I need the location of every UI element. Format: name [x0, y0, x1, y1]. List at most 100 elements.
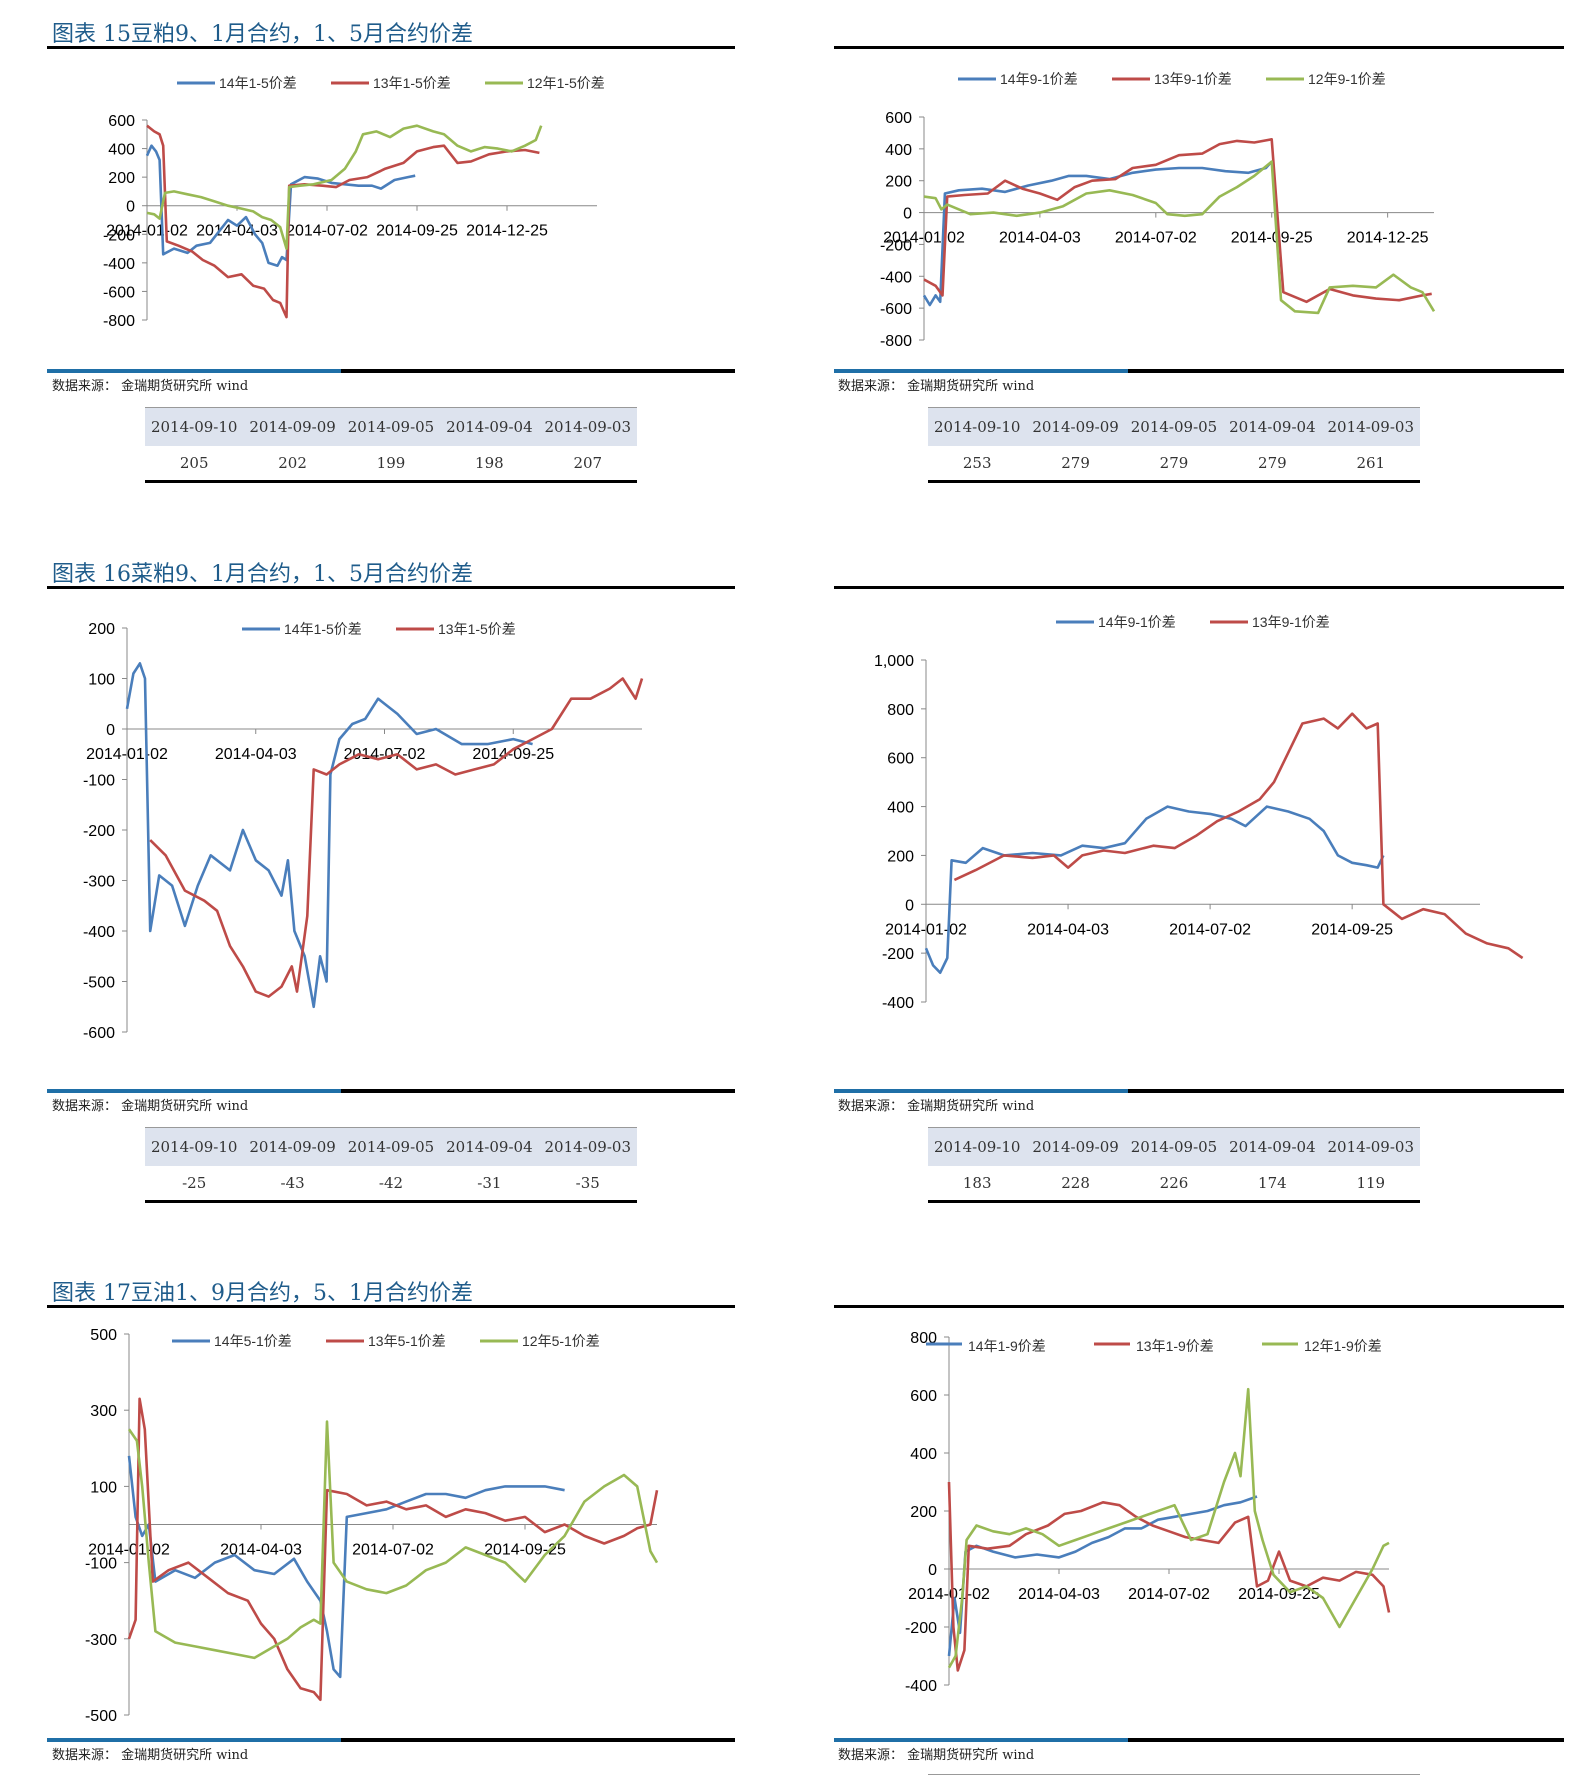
y-tick-label: 0 — [903, 206, 912, 223]
y-tick-label: 300 — [90, 1403, 117, 1420]
legend-label: 12年1-9价差 — [1304, 1338, 1382, 1354]
y-tick-label: 100 — [90, 1479, 117, 1496]
y-tick-label: 0 — [126, 199, 135, 216]
legend-label: 14年9-1价差 — [1000, 71, 1078, 87]
legend-label: 12年1-5价差 — [527, 75, 605, 91]
x-tick-label: 2014-01-02 — [908, 1586, 990, 1603]
table-value: 253 — [962, 454, 992, 472]
legend-label: 14年1-5价差 — [284, 621, 362, 637]
y-tick-label: 800 — [887, 702, 914, 719]
legend-label: 14年1-5价差 — [219, 75, 297, 91]
x-tick-label: 2014-04-03 — [215, 746, 297, 763]
title-rule — [834, 586, 1564, 589]
title-rule — [47, 46, 735, 49]
series-line — [146, 124, 543, 250]
figure-title: 图表 17豆油1、9月合约，5、1月合约价差 — [52, 1281, 473, 1306]
x-tick-label: 2014-04-03 — [1018, 1586, 1100, 1603]
value-table: 2014-09-10 2014-09-09 2014-09-05 2014-09… — [928, 1127, 1420, 1203]
y-tick-label: -200 — [882, 946, 914, 963]
table-value: -31 — [477, 1174, 502, 1192]
legend-label: 13年9-1价差 — [1252, 614, 1330, 630]
y-tick-label: 200 — [108, 170, 135, 187]
y-tick-label: 400 — [910, 1446, 937, 1463]
series-line — [127, 1397, 659, 1702]
value-table: 2014-09-10 2014-09-09 2014-09-05 2014-09… — [145, 1127, 637, 1203]
legend-label: 13年1-9价差 — [1136, 1338, 1214, 1354]
y-tick-label: -500 — [85, 1708, 117, 1725]
series-line — [947, 1481, 1391, 1672]
series-line — [149, 677, 644, 998]
table-date: 2014-09-05 — [1130, 418, 1218, 436]
source-rule — [47, 1089, 735, 1093]
x-tick-label: 2014-12-25 — [1347, 230, 1429, 247]
x-tick-label: 2014-01-02 — [883, 230, 965, 247]
value-table: 2014-09-10 2014-09-09 2014-09-05 2014-09… — [145, 407, 637, 483]
source-rule — [47, 1738, 735, 1742]
legend-label: 13年5-1价差 — [368, 1333, 446, 1349]
table-date: 2014-09-03 — [1327, 418, 1414, 436]
x-tick-label: 2014-04-03 — [999, 230, 1081, 247]
y-tick-label: 0 — [905, 897, 914, 914]
x-tick-label: 2014-09-25 — [1311, 921, 1393, 938]
table-value: -43 — [280, 1174, 305, 1192]
y-tick-label: 600 — [108, 113, 135, 130]
x-tick-label: 2014-07-02 — [1128, 1586, 1210, 1603]
legend-label: 14年1-9价差 — [968, 1338, 1046, 1354]
y-tick-label: -400 — [83, 924, 115, 941]
table-date: 2014-09-10 — [150, 1138, 238, 1156]
y-tick-label: 200 — [910, 1504, 937, 1521]
series-line — [947, 1387, 1390, 1669]
x-tick-label: 2014-09-25 — [472, 746, 554, 763]
y-tick-label: -300 — [85, 1632, 117, 1649]
y-tick-label: -600 — [83, 1025, 115, 1042]
table-date: 2014-09-10 — [933, 418, 1021, 436]
legend-label: 12年9-1价差 — [1308, 71, 1386, 87]
x-tick-label: 2014-01-02 — [106, 223, 188, 240]
series-line — [922, 160, 1273, 307]
source-note: 数据来源： 金瑞期货研究所 wind — [838, 1748, 1035, 1763]
y-tick-label: 600 — [910, 1388, 937, 1405]
table-value: 205 — [179, 454, 209, 472]
y-tick-label: -200 — [905, 1620, 937, 1637]
table-date: 2014-09-03 — [544, 418, 631, 436]
y-tick-label: -800 — [103, 313, 135, 330]
table-value: 183 — [962, 1174, 992, 1192]
table-value: 207 — [573, 454, 603, 472]
value-table — [928, 1774, 1420, 1777]
source-note: 数据来源： 金瑞期货研究所 wind — [52, 1748, 249, 1763]
y-tick-label: -400 — [880, 269, 912, 286]
series-line — [146, 124, 540, 319]
y-tick-label: 0 — [928, 1562, 937, 1579]
chart-rapeseed-meal: 200 100 0 -100 -200 -300 -400 -500 -600 2014-01-0… — [83, 621, 644, 1042]
y-tick-label: 200 — [885, 174, 912, 191]
table-value: 198 — [475, 454, 504, 472]
figure-title: 图表 15豆粕9、1月合约，1、5月合约价差 — [52, 22, 473, 47]
x-tick-label: 2014-04-03 — [1027, 921, 1109, 938]
x-tick-label: 2014-07-02 — [286, 223, 368, 240]
table-date: 2014-09-04 — [1229, 1138, 1316, 1156]
table-value: 261 — [1356, 454, 1386, 472]
table-date: 2014-09-04 — [446, 1138, 533, 1156]
source-rule — [834, 369, 1564, 373]
series-line — [125, 662, 533, 1009]
y-tick-label: 400 — [885, 142, 912, 159]
series-line — [127, 1455, 565, 1679]
source-rule — [834, 1738, 1564, 1742]
x-tick-label: 2014-09-25 — [1238, 1586, 1320, 1603]
table-value: -42 — [378, 1174, 404, 1192]
table-date: 2014-09-03 — [1327, 1138, 1414, 1156]
source-note: 数据来源： 金瑞期货研究所 wind — [52, 379, 249, 394]
y-tick-label: 500 — [90, 1327, 117, 1344]
x-tick-label: 2014-07-02 — [1115, 230, 1197, 247]
chart-soy-oil: 500 300 100 -100 -300 -500 2014-01-02 2014-04-0… — [85, 1327, 659, 1725]
legend-label: 13年1-5价差 — [373, 75, 451, 91]
legend-label: 13年1-5价差 — [438, 621, 516, 637]
source-rule — [834, 1089, 1564, 1093]
table-date: 2014-09-10 — [933, 1138, 1021, 1156]
table-date: 2014-09-09 — [1032, 1138, 1119, 1156]
source-note: 数据来源： 金瑞期货研究所 wind — [52, 1099, 249, 1114]
series-line — [923, 160, 1436, 315]
table-date: 2014-09-05 — [347, 418, 435, 436]
y-tick-label: -100 — [83, 773, 115, 790]
